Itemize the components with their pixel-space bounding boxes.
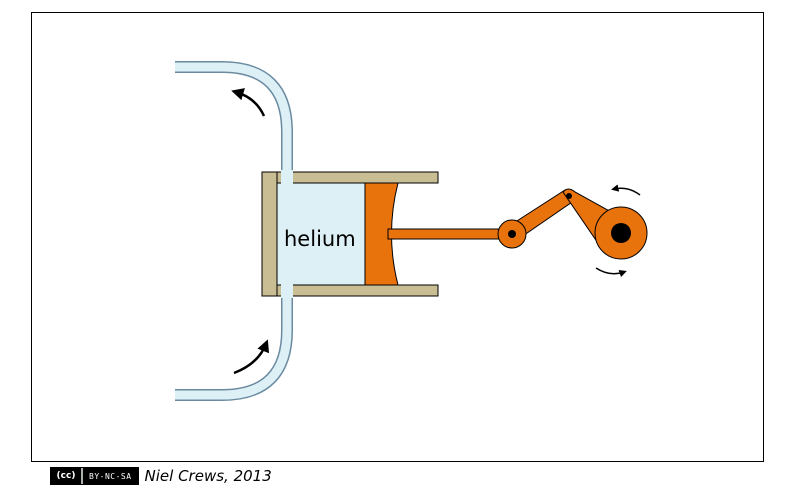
author-credit: Niel Crews, 2013: [144, 467, 272, 485]
inlet-arrow-icon: [233, 339, 270, 375]
rotation-arrow-bottom-icon: [595, 267, 627, 278]
crank-pin: [566, 193, 572, 199]
wrist-pin: [508, 230, 516, 238]
cc-license-badge[interactable]: (cc) BY-NC-SA: [50, 467, 139, 485]
inlet-outlet-pipe: [175, 61, 293, 401]
cc-icon: (cc): [51, 468, 81, 484]
helium-label: helium: [284, 227, 356, 251]
outlet-arrow-icon: [231, 88, 266, 117]
cylinder: [261, 171, 439, 297]
cc-license-text: BY-NC-SA: [83, 468, 138, 484]
rotation-arrow-top-icon: [611, 184, 641, 196]
flywheel-pivot: [611, 223, 631, 243]
credit-line: (cc) BY-NC-SA Niel Crews, 2013: [50, 466, 272, 486]
piston-rod: [387, 228, 513, 240]
